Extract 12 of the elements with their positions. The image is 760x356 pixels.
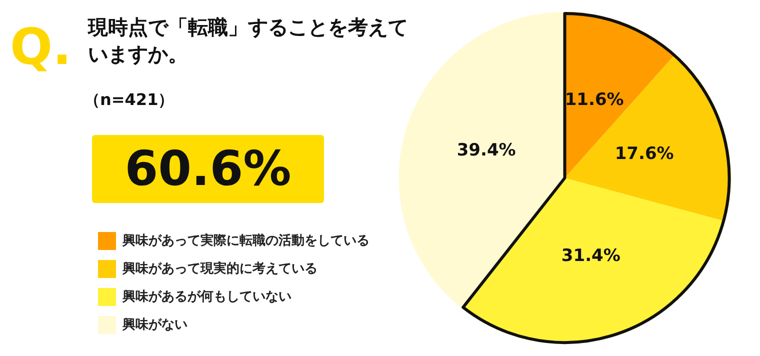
text: Q. (10, 18, 72, 76)
legend-label: 興味があるが何もしていない (122, 289, 292, 304)
text: （n=421） (84, 90, 174, 111)
data-label: 39.4% (456, 140, 516, 160)
data-label: 31.4% (561, 246, 620, 266)
text: 60.6% (92, 135, 324, 203)
legend-label: 興味があって現実的に考えている (122, 260, 318, 276)
legend-label: 興味がない (122, 317, 188, 332)
data-label: 17.6% (614, 144, 674, 164)
text: 現時点で「転職」することを考えていますか。 (88, 14, 408, 68)
legend-label: 興味があって実際に転職の活動をしている (122, 232, 370, 248)
data-label: 11.6% (564, 90, 624, 110)
